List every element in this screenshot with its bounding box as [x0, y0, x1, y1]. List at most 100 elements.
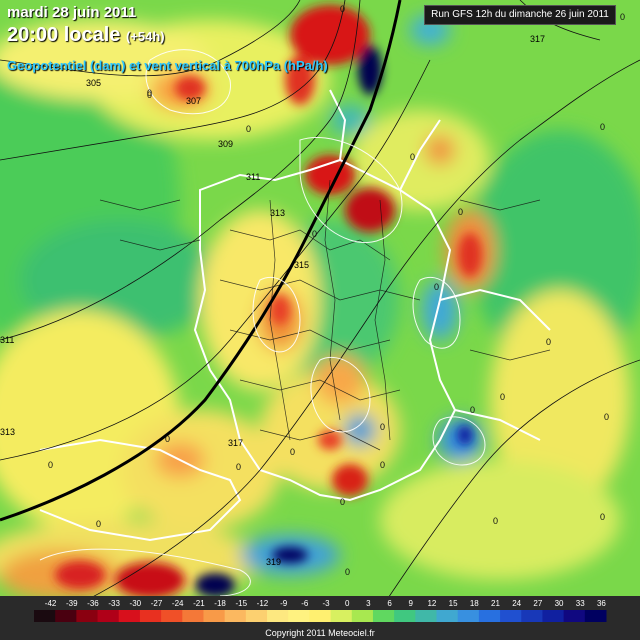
zero-label: 0	[345, 567, 350, 577]
contour-label: 307	[186, 96, 201, 106]
legend-tick-label: -24	[172, 599, 184, 608]
legend-swatch	[436, 610, 459, 622]
zero-label: 0	[620, 12, 625, 22]
color-legend: -42 -39 -36 -33 -30 -27 -24 -21 -18 -15 -12 -9 -6 -3 0…	[0, 596, 640, 640]
zero-label: 0	[604, 412, 609, 422]
legend-tick-label: -33	[108, 599, 120, 608]
legend-swatch	[139, 610, 162, 622]
contour-label: 311	[0, 335, 14, 345]
zero-label: 0	[380, 460, 385, 470]
legend-tick-label: 12	[427, 599, 436, 608]
legend-tick-label: -6	[301, 599, 309, 608]
legend-swatch	[563, 610, 586, 622]
zero-label: 0	[147, 90, 152, 100]
vertical-wind-field	[0, 15, 640, 600]
zero-label: 0	[600, 512, 605, 522]
legend-tick-label: -18	[214, 599, 226, 608]
legend-swatch	[76, 610, 99, 622]
legend-swatch	[457, 610, 480, 622]
legend-tick-label: 36	[597, 599, 606, 608]
contour-label: 313	[0, 427, 15, 437]
zero-label: 0	[410, 152, 415, 162]
legend-swatch	[118, 610, 141, 622]
legend-tick-label: -27	[151, 599, 163, 608]
legend-tick-label: 18	[470, 599, 479, 608]
legend-tick-label: -3	[322, 599, 330, 608]
legend-tick-label: 30	[555, 599, 564, 608]
local-time: 20:00 locale	[7, 24, 121, 46]
legend-tick-label: -15	[235, 599, 247, 608]
parameter-title: Geopotentiel (dam) et vent vertical à 70…	[7, 58, 328, 73]
zero-label: 0	[340, 4, 345, 14]
legend-bar: -42 -39 -36 -33 -30 -27 -24 -21 -18 -15 -12 -9 -6 -3 0…	[34, 599, 607, 622]
legend-swatch	[500, 610, 522, 622]
zero-label: 0	[48, 460, 53, 470]
legend-swatch	[267, 610, 289, 622]
legend-tick-label: 33	[576, 599, 585, 608]
zero-label: 0	[470, 405, 475, 415]
zero-label: 0	[458, 207, 463, 217]
zero-label: 0	[493, 516, 498, 526]
legend-swatch	[330, 610, 353, 622]
legend-swatch	[394, 610, 416, 622]
contour-label: 313	[270, 208, 285, 218]
legend-tick-label: 0	[345, 599, 350, 608]
legend-tick-label: 21	[491, 599, 500, 608]
legend-swatch	[372, 610, 395, 622]
zero-label: 0	[340, 497, 345, 507]
country-borders	[39, 89, 551, 542]
contour-labels: 305 307 309 311 313 315 317 319 317 313 …	[0, 34, 545, 567]
legend-tick-label: 3	[366, 599, 371, 608]
zero-label: 0	[546, 337, 551, 347]
legend-tick-label: -30	[130, 599, 142, 608]
region-borders	[99, 179, 551, 451]
run-info: Run GFS 12h du dimanche 26 juin 2011	[424, 5, 616, 25]
legend-swatch	[351, 610, 374, 622]
legend-tick-label: 27	[533, 599, 542, 608]
legend-swatch	[55, 610, 77, 622]
zero-isolines	[39, 49, 486, 597]
forecast-time: 20:00 locale (+54h)	[7, 24, 165, 47]
zero-label: 0	[312, 229, 317, 239]
zero-label: 0	[380, 422, 385, 432]
contour-label: 317	[228, 438, 243, 448]
zero-label: 0	[434, 282, 439, 292]
zero-label: 0	[165, 434, 170, 444]
legend-swatch	[34, 610, 56, 622]
legend-tick-label: 24	[512, 599, 521, 608]
zero-label: 0	[500, 392, 505, 402]
legend-tick-label: -36	[87, 599, 99, 608]
contour-label: 315	[294, 260, 309, 270]
legend-swatch	[203, 610, 226, 622]
legend-tick-label: -12	[257, 599, 269, 608]
legend-tick-label: -9	[280, 599, 288, 608]
contour-label: 311	[246, 172, 260, 182]
zero-label: 0	[236, 462, 241, 472]
legend-swatch	[521, 610, 543, 622]
zero-label: 0	[290, 447, 295, 457]
contour-label: 309	[218, 139, 233, 149]
legend-tick-label: -21	[193, 599, 205, 608]
zero-label: 0	[147, 88, 152, 98]
legend-swatch	[245, 610, 268, 622]
legend-swatch	[478, 610, 501, 622]
zero-label: 0	[96, 519, 101, 529]
copyright: Copyright 2011 Meteociel.fr	[265, 628, 375, 638]
legend-tick-label: -42	[45, 599, 57, 608]
legend-swatch	[584, 610, 607, 622]
contour-label: 319	[266, 557, 281, 567]
legend-tick-label: 9	[409, 599, 414, 608]
legend-swatch	[309, 610, 332, 622]
trough-line	[0, 0, 402, 522]
zero-label: 0	[246, 124, 251, 134]
zero-labels: 0 0 0 0 0 0 0 0 0 0 0 0 0 0 0 0 0 0 0 0 …	[48, 4, 625, 577]
legend-swatch	[415, 610, 438, 622]
lead-time: (+54h)	[125, 29, 165, 44]
contour-label: 305	[86, 78, 101, 88]
legend-tick-label: 15	[449, 599, 458, 608]
legend-swatch	[161, 610, 183, 622]
zero-label: 0	[600, 122, 605, 132]
